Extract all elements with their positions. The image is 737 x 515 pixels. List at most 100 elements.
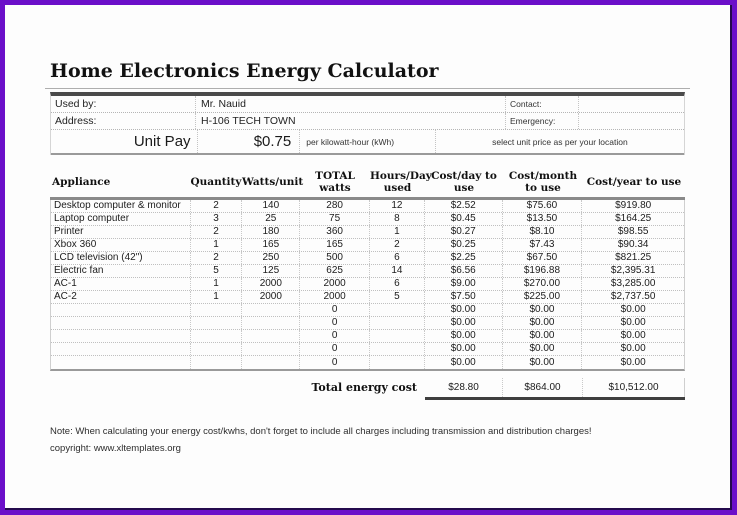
table-cell[interactable]: 14 (370, 265, 425, 277)
table-row: Xbox 360 1 165 165 2 $0.25 $7.43 $90.34 (51, 239, 684, 252)
table-cell[interactable]: 3 (191, 213, 243, 225)
table-cell[interactable] (191, 317, 243, 329)
table-cell: 75 (300, 213, 370, 225)
table-cell: $9.00 (425, 278, 503, 290)
table-cell[interactable]: 1 (370, 226, 425, 238)
table-cell[interactable] (370, 304, 425, 316)
unit-pay-label: Unit Pay (51, 130, 198, 153)
emergency-label: Emergency: (506, 113, 579, 129)
header-hours-day: Hours/Day used (370, 170, 432, 194)
table-cell[interactable] (191, 356, 243, 369)
header-total-watts: TOTAL watts (315, 170, 355, 194)
table-cell: $0.00 (425, 343, 503, 355)
table-cell[interactable]: Laptop computer (51, 213, 191, 225)
table-cell[interactable]: 6 (370, 252, 425, 264)
energy-table-body: Desktop computer & monitor 2 140 280 12 $2.52… (50, 200, 685, 371)
table-row: AC-2 1 2000 2000 5 $7.50 $225.00 $2,737.50 (51, 291, 684, 304)
table-cell[interactable]: 1 (191, 239, 243, 251)
table-cell[interactable]: Electric fan (51, 265, 191, 277)
table-cell[interactable]: 1 (191, 291, 243, 303)
table-cell[interactable] (370, 317, 425, 329)
contact-field[interactable] (579, 96, 684, 112)
table-cell[interactable]: 8 (370, 213, 425, 225)
table-cell[interactable] (370, 343, 425, 355)
table-cell[interactable]: Printer (51, 226, 191, 238)
table-row: 0 $0.00 $0.00 $0.00 (51, 343, 684, 356)
table-cell: $196.88 (503, 265, 583, 277)
table-cell[interactable]: 250 (242, 252, 301, 264)
table-cell: 0 (300, 356, 370, 369)
table-cell: 360 (300, 226, 370, 238)
table-cell: $0.00 (620, 304, 646, 315)
table-cell[interactable]: Xbox 360 (51, 239, 191, 251)
table-cell[interactable] (242, 317, 301, 329)
table-cell: $919.80 (615, 200, 652, 211)
table-row: Printer 2 180 360 1 $0.27 $8.10 $98.55 (51, 226, 684, 239)
emergency-field[interactable] (579, 113, 684, 129)
table-cell[interactable] (191, 330, 243, 342)
table-cell: $90.34 (617, 239, 649, 250)
table-cell[interactable]: 6 (370, 278, 425, 290)
table-row: Electric fan 5 125 625 14 $6.56 $196.88 $2,395.… (51, 265, 684, 278)
table-cell: 0 (300, 317, 370, 329)
table-cell[interactable]: 2 (191, 200, 243, 212)
table-cell[interactable] (370, 356, 425, 369)
info-section: Used by: Mr. Nauid Contact: Address: H-1… (50, 92, 685, 155)
table-cell: $2,395.31 (610, 265, 656, 276)
table-cell: $0.00 (620, 343, 646, 354)
table-cell[interactable] (242, 304, 301, 316)
table-cell: $75.60 (503, 200, 583, 212)
table-cell[interactable] (370, 330, 425, 342)
table-cell[interactable]: 140 (242, 200, 301, 212)
table-cell[interactable]: AC-2 (51, 291, 191, 303)
table-cell[interactable] (242, 343, 301, 355)
header-watts-unit: Watts/unit (242, 176, 304, 189)
table-cell: $2.25 (425, 252, 503, 264)
table-cell[interactable]: AC-1 (51, 278, 191, 290)
table-cell[interactable]: 5 (370, 291, 425, 303)
table-cell: 625 (300, 265, 370, 277)
table-cell[interactable]: Desktop computer & monitor (51, 200, 191, 212)
footer-note: Note: When calculating your energy cost/… (50, 426, 592, 437)
table-cell[interactable] (242, 356, 301, 369)
table-cell[interactable]: 2 (191, 252, 243, 264)
table-cell[interactable] (242, 330, 301, 342)
unit-pay-field[interactable]: $0.75 (198, 130, 301, 153)
table-cell[interactable] (191, 304, 243, 316)
table-cell: $13.50 (503, 213, 583, 225)
table-cell[interactable]: 2000 (242, 291, 301, 303)
table-cell[interactable] (191, 343, 243, 355)
table-cell: $0.00 (425, 356, 503, 369)
table-cell: $67.50 (503, 252, 583, 264)
table-cell[interactable]: 2000 (242, 278, 301, 290)
table-cell[interactable]: 180 (242, 226, 301, 238)
table-cell[interactable]: 12 (370, 200, 425, 212)
table-cell[interactable]: 2 (191, 226, 243, 238)
used-by-row: Used by: Mr. Nauid Contact: (51, 96, 684, 113)
table-cell: $0.25 (425, 239, 503, 251)
table-cell[interactable] (51, 304, 191, 316)
table-cell[interactable]: 1 (191, 278, 243, 290)
address-field[interactable]: H-106 TECH TOWN (196, 113, 506, 129)
table-cell[interactable]: 2 (370, 239, 425, 251)
table-cell[interactable]: 25 (242, 213, 301, 225)
table-cell[interactable] (51, 317, 191, 329)
table-cell: $225.00 (503, 291, 583, 303)
table-cell: $0.27 (425, 226, 503, 238)
used-by-field[interactable]: Mr. Nauid (196, 96, 506, 112)
table-cell[interactable] (51, 330, 191, 342)
table-cell: $164.25 (615, 213, 652, 224)
table-cell[interactable]: 165 (242, 239, 301, 251)
table-cell: $0.00 (425, 304, 503, 316)
table-cell[interactable] (51, 343, 191, 355)
table-cell[interactable]: 125 (242, 265, 301, 277)
total-underline (425, 397, 685, 400)
table-cell: 0 (300, 304, 370, 316)
table-cell[interactable]: LCD television (42") (51, 252, 191, 264)
table-cell[interactable]: 5 (191, 265, 243, 277)
contact-label: Contact: (506, 96, 579, 112)
table-cell: $8.10 (503, 226, 583, 238)
header-cost-year: Cost/year to use (586, 176, 682, 189)
table-cell: $98.55 (617, 226, 649, 237)
table-cell[interactable] (51, 356, 191, 369)
